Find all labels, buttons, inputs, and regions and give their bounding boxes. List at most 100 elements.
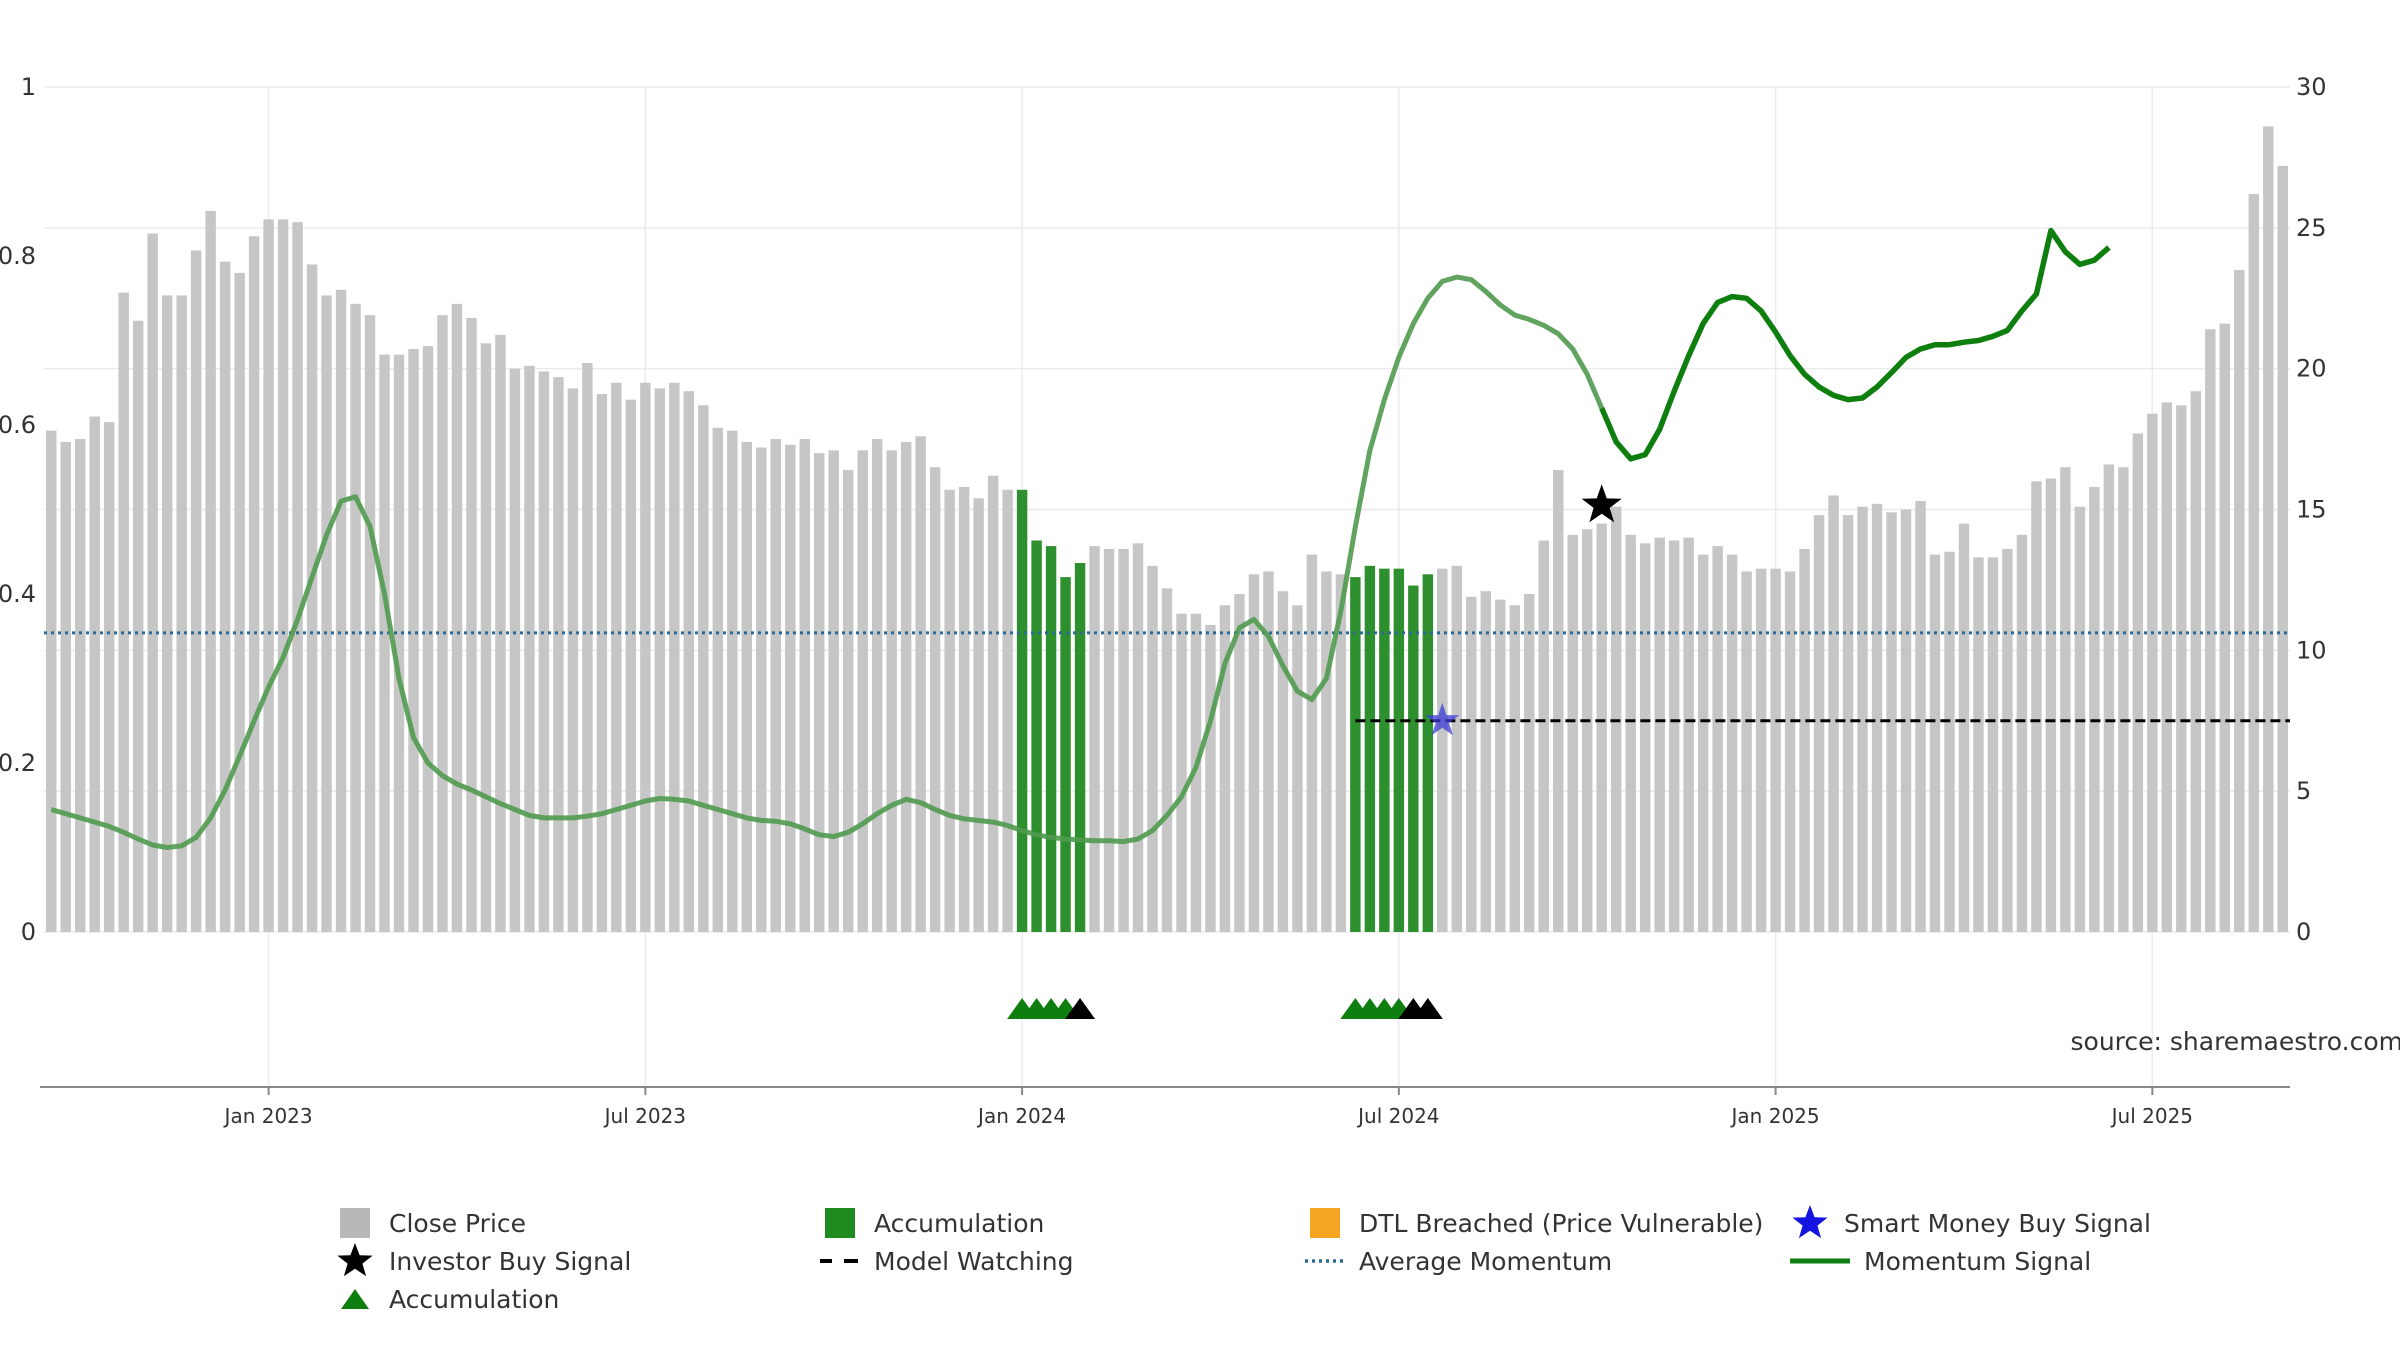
close-price-bar: [2248, 194, 2259, 933]
x-tick-label: Jul 2024: [1356, 1104, 1439, 1128]
close-price-bar: [1335, 574, 1347, 932]
close-price-bar: [422, 346, 434, 933]
close-price-bar: [1973, 557, 1984, 932]
close-price-bar: [1524, 594, 1535, 932]
close-price-bar: [2176, 405, 2187, 932]
green-triangle-icon: [341, 1289, 369, 1309]
close-price-bar: [2277, 165, 2288, 932]
close-price-bar: [60, 441, 71, 932]
close-price-bar: [1263, 571, 1274, 932]
legend-item-investor-buy: Investor Buy Signal: [335, 1243, 631, 1279]
close-price-bar: [1132, 543, 1144, 932]
x-tick-label: Jan 2025: [1730, 1104, 1820, 1128]
x-tick-label: Jan 2023: [223, 1104, 313, 1128]
close-price-bar: [103, 422, 115, 932]
signal-markers: [1007, 484, 1622, 1019]
accumulation-bar: [1393, 568, 1405, 932]
close-price-bar: [1654, 537, 1665, 932]
left-y-tick-label: 0: [21, 918, 36, 946]
close-price-bar: [871, 439, 883, 932]
close-price-bar: [770, 439, 781, 932]
close-price-bar: [1639, 543, 1651, 932]
close-price-bar: [1219, 605, 1231, 932]
accumulation-bar: [1060, 577, 1071, 932]
investor-triangle-marker: [1412, 998, 1443, 1019]
close-price-bar: [1871, 503, 1883, 932]
close-price-bar: [1683, 537, 1694, 932]
close-price-bar: [1480, 591, 1492, 932]
close-price-bar: [698, 405, 709, 932]
close-price-bar: [364, 315, 376, 932]
close-price-bar: [538, 371, 550, 932]
close-price-bar: [973, 498, 984, 932]
left-y-tick-label: 0.2: [0, 749, 36, 777]
close-price-bar: [1321, 571, 1332, 932]
close-price-bar: [2161, 402, 2173, 932]
close-price-bar: [929, 467, 941, 932]
close-price-bar: [1582, 529, 1593, 932]
accumulation-bar: [1408, 585, 1419, 932]
legend: Close Price Accumulation DTL Breached (P…: [0, 1205, 2400, 1335]
close-price-bar: [654, 388, 666, 933]
legend-label: Smart Money Buy Signal: [1844, 1208, 2151, 1238]
right-y-tick-label: 25: [2296, 214, 2327, 242]
close-price-bar: [132, 320, 144, 932]
right-y-tick-label: 30: [2296, 73, 2327, 101]
right-y-tick-label: 20: [2296, 355, 2327, 383]
close-price-bar: [306, 264, 318, 932]
close-price-bar: [944, 489, 955, 932]
close-price-bar: [234, 272, 245, 932]
close-price-bar: [756, 447, 767, 932]
investor-triangle-marker: [1065, 998, 1096, 1019]
close-price-bar: [1553, 470, 1564, 932]
close-price-bar: [1567, 534, 1578, 932]
close-price-bar: [727, 430, 738, 932]
right-y-tick-label: 10: [2296, 636, 2327, 664]
green-line-icon: [1790, 1258, 1850, 1264]
momentum-signal-line-faded: [50, 274, 1604, 850]
close-price-bar: [1958, 523, 1970, 932]
close-price-bar: [1451, 565, 1463, 932]
left-y-tick-label: 1: [21, 73, 36, 101]
close-price-bar: [2132, 433, 2144, 932]
legend-item-average-momentum: Average Momentum: [1305, 1243, 1612, 1279]
momentum-signal-line: [1599, 227, 2111, 462]
close-price-bar: [480, 343, 492, 933]
close-price-bar: [161, 295, 173, 932]
close-price-bar: [524, 365, 535, 933]
close-price-bar: [1466, 596, 1477, 932]
blue-star-icon: [1792, 1205, 1828, 1239]
green-square-icon: [825, 1208, 855, 1238]
accumulation-bar: [1422, 574, 1434, 932]
close-price-bar: [785, 444, 796, 932]
close-price-bar: [1538, 540, 1549, 932]
close-price-bar: [1987, 557, 1999, 932]
close-price-bar: [1929, 554, 1941, 932]
close-price-bar: [900, 441, 912, 932]
legend-item-dtl-breached: DTL Breached (Price Vulnerable): [1305, 1205, 1763, 1241]
close-price-bar: [205, 210, 216, 932]
x-tick-label: Jul 2025: [2110, 1104, 2193, 1128]
axes: Jan 2023 Jul 2023 Jan 2024 Jul 2024 Jan 2025…: [0, 73, 2327, 1128]
close-price-bar: [248, 236, 260, 933]
close-price-bar: [2045, 478, 2057, 932]
close-price-bar: [350, 303, 361, 933]
close-price-bar: [2234, 270, 2245, 932]
accumulation-bar: [1045, 546, 1057, 932]
close-price-bar: [2016, 534, 2028, 932]
black-star-icon: [337, 1243, 373, 1277]
close-price-bar: [292, 222, 303, 932]
left-y-tick-label: 0.4: [0, 580, 36, 608]
legend-label: Accumulation: [874, 1208, 1045, 1238]
close-price-bar: [408, 348, 419, 932]
close-price-bar: [640, 382, 651, 932]
x-tick-label: Jul 2023: [603, 1104, 686, 1128]
close-price-bar: [712, 427, 724, 932]
close-price-bar: [89, 416, 100, 932]
x-tick-label: Jan 2024: [976, 1104, 1066, 1128]
legend-item-model-watching: Model Watching: [820, 1243, 1074, 1279]
close-price-bar: [1147, 565, 1158, 932]
close-price-bar: [958, 486, 970, 932]
close-price-bar: [1306, 554, 1318, 932]
close-price-bar: [799, 439, 810, 932]
